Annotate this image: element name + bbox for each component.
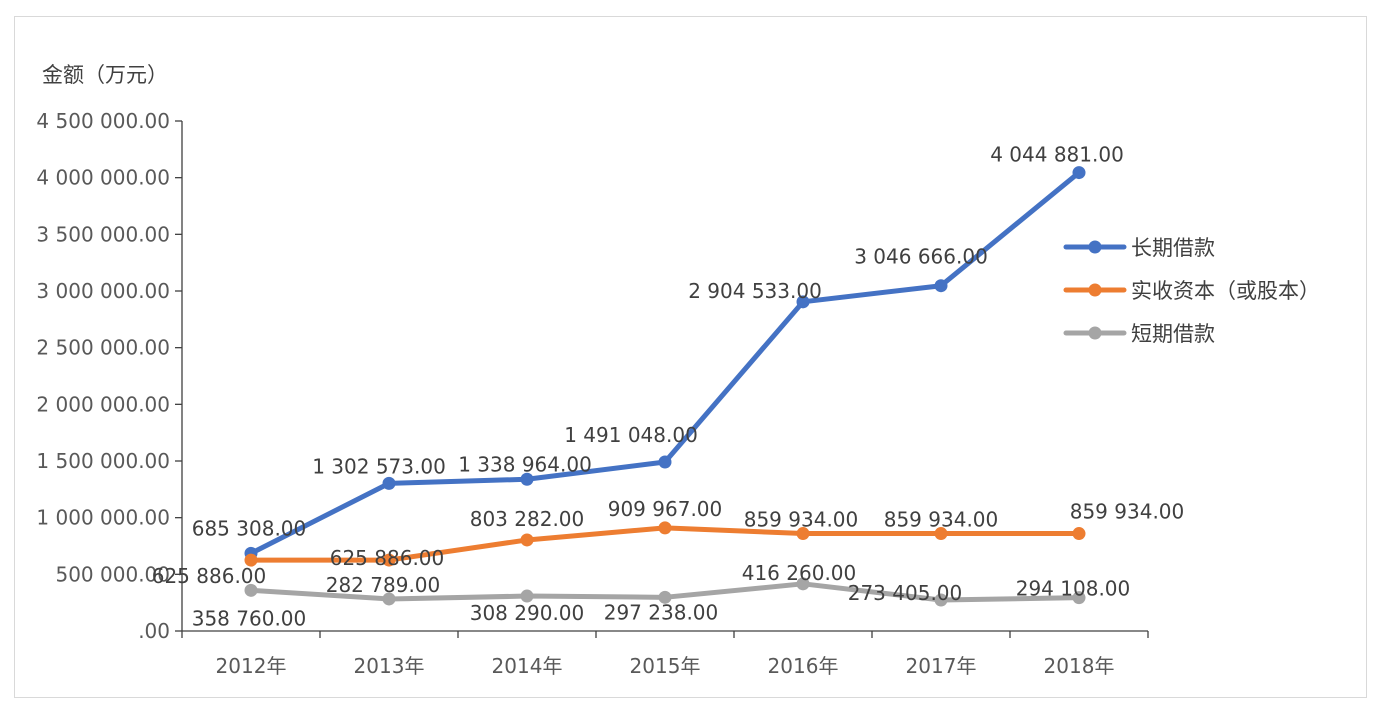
data-label: 685 308.00: [192, 516, 307, 540]
data-point: [244, 583, 258, 597]
data-point: [1072, 591, 1086, 605]
x-tick-label: 2018年: [1044, 654, 1115, 678]
y-tick-label: 1 500 000.00: [36, 449, 170, 473]
legend-label: 实收资本（或股本）: [1131, 279, 1320, 303]
data-label: 1 302 573.00: [312, 454, 446, 478]
data-point: [382, 592, 396, 606]
x-tick-label: 2017年: [906, 654, 977, 678]
data-point: [382, 476, 396, 490]
data-label: 625 886.00: [330, 546, 445, 570]
chart-frame: [14, 16, 1367, 698]
data-point: [934, 527, 948, 541]
data-label: 3 046 666.00: [854, 245, 988, 269]
data-point: [796, 527, 810, 541]
legend-label: 短期借款: [1131, 322, 1215, 346]
x-tick-label: 2016年: [768, 654, 839, 678]
data-label: 625 886.00: [152, 564, 267, 588]
x-tick-label: 2015年: [630, 654, 701, 678]
data-label: 308 290.00: [470, 601, 585, 625]
data-point: [1072, 527, 1086, 541]
data-point: [382, 553, 396, 567]
data-label: 282 789.00: [326, 573, 441, 597]
legend-swatch-marker: [1088, 240, 1102, 254]
legend-swatch-marker: [1088, 326, 1102, 340]
data-point: [520, 589, 534, 603]
data-point: [520, 472, 534, 486]
data-label: 909 967.00: [608, 497, 723, 521]
y-tick-label: 2 500 000.00: [36, 336, 170, 360]
y-tick-label: 2 000 000.00: [36, 392, 170, 416]
y-tick-label: 4 000 000.00: [36, 166, 170, 190]
y-tick-label: 3 000 000.00: [36, 279, 170, 303]
data-label: 416 260.00: [742, 561, 857, 585]
data-point: [934, 279, 948, 293]
data-point: [796, 577, 810, 591]
data-label: 803 282.00: [470, 507, 585, 531]
y-tick-label: .00: [138, 619, 170, 643]
legend-swatch-marker: [1088, 283, 1102, 297]
data-label: 859 934.00: [1070, 500, 1185, 524]
y-tick-label: 500 000.00: [55, 562, 170, 586]
x-axis-ticks: 2012年 2013年 2014年 2015年 2016年 2017年 2018年: [181, 631, 1149, 678]
y-tick-label: 1 000 000.00: [36, 506, 170, 530]
series-data-labels: 685 308.00 1 302 573.00 1 338 964.00 1 491 …: [152, 143, 1185, 631]
data-point: [244, 553, 258, 567]
x-tick-label: 2013年: [354, 654, 425, 678]
data-label: 358 760.00: [192, 606, 307, 630]
data-label: 294 108.00: [1016, 577, 1131, 601]
x-tick-label: 2012年: [216, 654, 287, 678]
data-point: [658, 521, 672, 535]
legend-label: 长期借款: [1131, 236, 1215, 260]
y-tick-label: 4 500 000.00: [36, 109, 170, 133]
series-lines: [244, 166, 1086, 607]
data-label: 4 044 881.00: [990, 143, 1124, 167]
data-label: 273 405.00: [848, 581, 963, 605]
y-axis-ticks: .00 500 000.00 1 000 000.00 1 500 000.00 2 0…: [36, 109, 182, 643]
data-label: 1 338 964.00: [458, 452, 592, 476]
data-point: [520, 533, 534, 547]
data-label: 2 904 533.00: [688, 279, 822, 303]
data-point: [658, 590, 672, 604]
data-label: 1 491 048.00: [564, 423, 698, 447]
data-label: 859 934.00: [884, 508, 999, 532]
data-point: [1072, 166, 1086, 180]
data-point: [658, 455, 672, 469]
x-tick-label: 2014年: [492, 654, 563, 678]
data-point: [796, 295, 810, 309]
data-label: 859 934.00: [744, 508, 859, 532]
data-label: 297 238.00: [604, 600, 719, 624]
data-point: [934, 593, 948, 607]
y-axis-title: 金额（万元）: [42, 63, 168, 87]
y-tick-label: 3 500 000.00: [36, 222, 170, 246]
